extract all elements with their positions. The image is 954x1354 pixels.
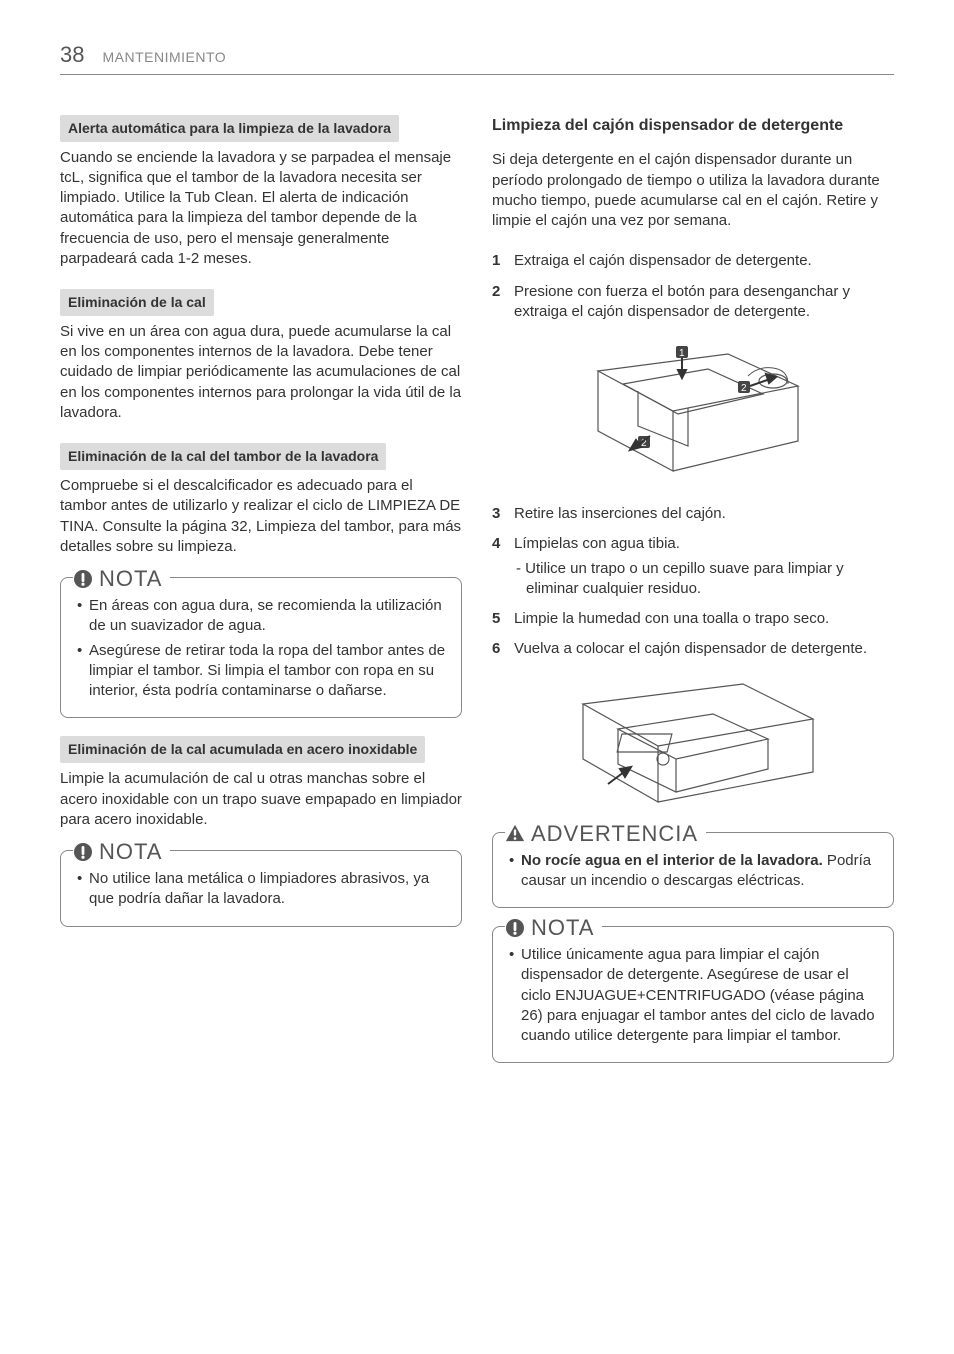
svg-text:2: 2 [741, 383, 747, 394]
svg-text:1: 1 [679, 348, 685, 359]
step-item: Presione con fuerza el botón para deseng… [492, 282, 894, 323]
steps-list-a: Extraiga el cajón dispensador de deterge… [492, 251, 894, 322]
body-text: Cuando se enciende la lavadora y se parp… [60, 148, 462, 270]
bold-heading: Limpieza del cajón dispensador de deterg… [492, 115, 894, 137]
callout-list: No utilice lana metálica o limpiadores a… [75, 869, 447, 910]
page-header: 38 MANTENIMIENTO [60, 40, 894, 75]
body-text: Si vive en un área con agua dura, puede … [60, 322, 462, 423]
content-columns: Alerta automática para la limpieza de la… [60, 115, 894, 1082]
callout-title-text: ADVERTENCIA [531, 819, 698, 849]
list-item: En áreas con agua dura, se recomienda la… [77, 596, 447, 637]
list-item: Asegúrese de retirar toda la ropa del ta… [77, 641, 447, 702]
step-item: Extraiga el cajón dispensador de deterge… [492, 251, 894, 271]
nota-callout-2: NOTA No utilice lana metálica o limpiado… [60, 850, 462, 927]
steps-list-b: Retire las inserciones del cajón. Límpie… [492, 504, 894, 660]
callout-list: En áreas con agua dura, se recomienda la… [75, 596, 447, 701]
nota-callout-3: NOTA Utilice únicamente agua para limpia… [492, 926, 894, 1063]
callout-title-text: NOTA [99, 837, 162, 867]
gray-heading: Eliminación de la cal [60, 289, 214, 316]
warning-bold: No rocíe agua en el interior de la lavad… [521, 852, 823, 869]
step-item: Límpielas con agua tibia. - Utilice un t… [492, 534, 894, 599]
callout-title-text: NOTA [531, 913, 594, 943]
advertencia-callout: ADVERTENCIA No rocíe agua en el interior… [492, 832, 894, 909]
nota-callout-1: NOTA En áreas con agua dura, se recomien… [60, 577, 462, 718]
callout-title: ADVERTENCIA [505, 819, 706, 849]
callout-title-text: NOTA [99, 564, 162, 594]
figure-dispenser-insert [492, 674, 894, 814]
right-column: Limpieza del cajón dispensador de deterg… [492, 115, 894, 1082]
gray-heading: Eliminación de la cal acumulada en acero… [60, 736, 425, 763]
body-text: Limpie la acumulación de cal u otras man… [60, 769, 462, 830]
gray-heading: Alerta automática para la limpieza de la… [60, 115, 399, 142]
block-cal-drum: Eliminación de la cal del tambor de la l… [60, 443, 462, 557]
list-item: No utilice lana metálica o limpiadores a… [77, 869, 447, 910]
sub-item: - Utilice un trapo o un cepillo suave pa… [514, 559, 894, 600]
callout-title: NOTA [73, 837, 170, 867]
callout-list: Utilice únicamente agua para limpiar el … [507, 945, 879, 1046]
step-item: Vuelva a colocar el cajón dispensador de… [492, 639, 894, 659]
body-text: Compruebe si el descalcificador es adecu… [60, 476, 462, 557]
left-column: Alerta automática para la limpieza de la… [60, 115, 462, 1082]
warning-icon [505, 823, 525, 843]
info-icon [73, 569, 93, 589]
step-item: Retire las inserciones del cajón. [492, 504, 894, 524]
block-cal-removal: Eliminación de la cal Si vive en un área… [60, 289, 462, 423]
section-title: MANTENIMIENTO [102, 48, 226, 67]
block-cal-stainless: Eliminación de la cal acumulada en acero… [60, 736, 462, 830]
gray-heading: Eliminación de la cal del tambor de la l… [60, 443, 386, 470]
info-icon [73, 842, 93, 862]
info-icon [505, 918, 525, 938]
list-item: Utilice únicamente agua para limpiar el … [509, 945, 879, 1046]
step-item: Limpie la humedad con una toalla o trapo… [492, 609, 894, 629]
page-number: 38 [60, 40, 84, 70]
figure-dispenser-remove: 1 2 2 [492, 336, 894, 486]
list-item: No rocíe agua en el interior de la lavad… [509, 851, 879, 892]
callout-title: NOTA [505, 913, 602, 943]
callout-list: No rocíe agua en el interior de la lavad… [507, 851, 879, 892]
intro-text: Si deja detergente en el cajón dispensad… [492, 150, 894, 231]
step-text: Límpielas con agua tibia. [514, 535, 680, 552]
callout-title: NOTA [73, 564, 170, 594]
block-auto-alert: Alerta automática para la limpieza de la… [60, 115, 462, 269]
